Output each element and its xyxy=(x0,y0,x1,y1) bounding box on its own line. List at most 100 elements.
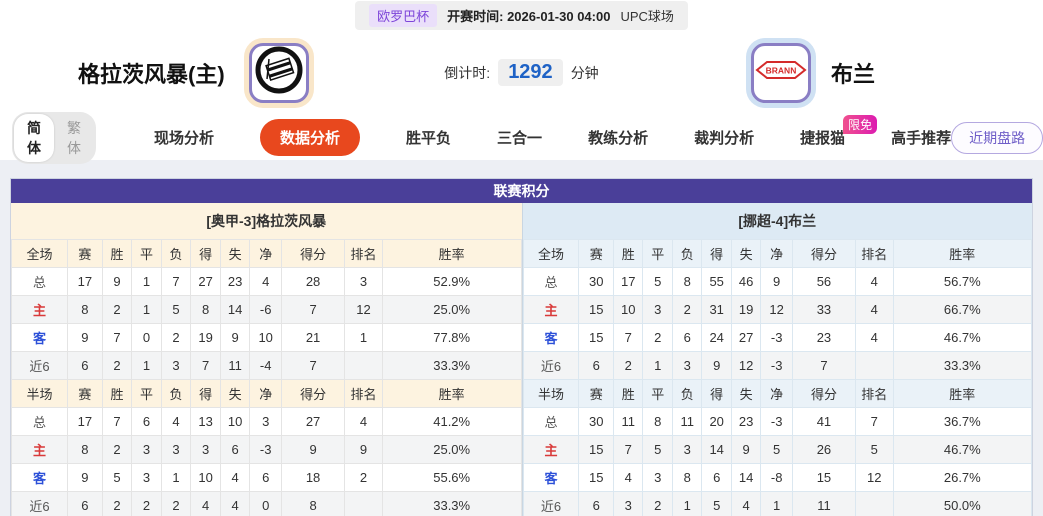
column-header-row: 半场赛胜平负得失净得分 排名 胜率 xyxy=(10,379,522,408)
row-label: 总 xyxy=(10,267,69,296)
venue-name: UPC球场 xyxy=(620,8,674,24)
table-cell: 23 xyxy=(791,323,856,352)
table-cell: 9 xyxy=(67,463,103,492)
table-cell xyxy=(854,491,894,516)
row-label: 总 xyxy=(522,407,580,436)
row-label: 客 xyxy=(522,323,580,352)
table-cell: 8 xyxy=(671,463,703,492)
column-header: 得 xyxy=(190,239,221,268)
table-cell: 12 xyxy=(854,463,894,492)
table-cell: 7 xyxy=(612,435,644,464)
table-title: 联赛积分 xyxy=(11,179,1032,203)
table-cell: 3 xyxy=(642,463,673,492)
table-cell: 1 xyxy=(131,295,162,324)
row-label: 近6 xyxy=(10,351,69,380)
column-header: 胜 xyxy=(101,379,133,408)
table-cell: -3 xyxy=(760,323,793,352)
table-row: 客 15 4 3 8 6 14 -8 15 12 26.7% xyxy=(522,463,1033,492)
table-cell: 26 xyxy=(791,435,856,464)
table-cell: 2 xyxy=(642,323,673,352)
table-row: 主 15 10 3 2 31 19 12 33 4 66.7% xyxy=(522,295,1033,324)
tab-expert-picks[interactable]: 高手推荐 xyxy=(891,130,952,147)
table-cell: 33.3% xyxy=(381,351,522,380)
table-cell: 50.0% xyxy=(892,491,1033,516)
table-cell: 19 xyxy=(730,295,762,324)
table-cell: 36.7% xyxy=(892,407,1033,436)
table-row: 客 9 7 0 2 19 9 10 21 1 77.8% xyxy=(10,323,522,352)
table-cell: 18 xyxy=(280,463,346,492)
column-header: 胜率 xyxy=(892,239,1033,268)
table-cell: 7 xyxy=(280,295,346,324)
table-cell: 14 xyxy=(701,435,732,464)
table-cell: 8 xyxy=(642,407,673,436)
tab-jiebao-cat[interactable]: 捷报猫 限免 xyxy=(800,115,878,148)
table-cell: 1 xyxy=(131,351,162,380)
column-header: 半场 xyxy=(10,379,69,408)
tab-bar: 简体 繁体 现场分析 数据分析 胜平负 三合一 教练分析 裁判分析 捷报猫 限免… xyxy=(0,111,1043,164)
table-cell: 2 xyxy=(344,463,383,492)
match-header: 格拉茨风暴(主) 倒计时: 1292 分钟 xyxy=(0,30,1043,115)
table-cell: 41.2% xyxy=(381,407,522,436)
table-cell: 2 xyxy=(101,295,133,324)
table-cell: 10 xyxy=(190,463,221,492)
lang-simplified-button[interactable]: 简体 xyxy=(14,113,54,162)
table-cell: 30 xyxy=(578,407,614,436)
tab-three-in-one[interactable]: 三合一 xyxy=(497,130,543,147)
column-header: 赛 xyxy=(67,379,103,408)
table-cell: 9 xyxy=(760,267,793,296)
tab-referee-analysis[interactable]: 裁判分析 xyxy=(694,130,755,147)
tab-live-analysis[interactable]: 现场分析 xyxy=(154,130,215,147)
column-header: 平 xyxy=(131,239,162,268)
column-header: 失 xyxy=(730,379,762,408)
table-cell: 2 xyxy=(101,435,133,464)
table-cell xyxy=(344,351,383,380)
column-header: 排名 xyxy=(344,239,383,268)
column-header: 胜率 xyxy=(892,379,1033,408)
row-label: 近6 xyxy=(522,491,580,516)
table-cell: 4 xyxy=(190,491,221,516)
table-row: 主 8 2 3 3 3 6 -3 9 9 25.0% xyxy=(10,435,522,464)
column-header: 净 xyxy=(760,239,793,268)
tab-coach-analysis[interactable]: 教练分析 xyxy=(588,130,649,147)
table-row: 总 30 11 8 11 20 23 -3 41 7 36.7% xyxy=(522,407,1033,436)
table-cell: 23 xyxy=(219,267,251,296)
table-cell: 11 xyxy=(671,407,703,436)
column-header: 赛 xyxy=(67,239,103,268)
table-cell: 4 xyxy=(344,407,383,436)
column-header: 得分 xyxy=(791,239,856,268)
table-cell: 27 xyxy=(730,323,762,352)
recent-handicap-button[interactable]: 近期盘路 xyxy=(951,121,1043,154)
row-label: 近6 xyxy=(522,351,580,380)
table-cell: 11 xyxy=(612,407,644,436)
row-label: 主 xyxy=(522,295,580,324)
table-cell xyxy=(344,491,383,516)
table-cell: 14 xyxy=(730,463,762,492)
table-cell: 11 xyxy=(219,351,251,380)
tab-win-draw-lose[interactable]: 胜平负 xyxy=(406,130,452,147)
table-cell: 2 xyxy=(160,323,192,352)
kickoff-label: 开赛时间: xyxy=(447,8,504,24)
table-cell: 8 xyxy=(280,491,346,516)
table-cell: 7 xyxy=(101,407,133,436)
table-cell: 8 xyxy=(67,435,103,464)
column-header: 净 xyxy=(249,239,282,268)
table-cell: 15 xyxy=(791,463,856,492)
row-label: 近6 xyxy=(10,491,69,516)
column-header: 失 xyxy=(219,379,251,408)
table-cell: 15 xyxy=(578,463,614,492)
table-cell: 5 xyxy=(760,435,793,464)
table-cell: 3 xyxy=(671,435,703,464)
column-header: 赛 xyxy=(578,379,614,408)
tab-data-analysis[interactable]: 数据分析 xyxy=(260,119,361,156)
table-row: 近6 6 2 1 3 7 11 -4 7 33.3% xyxy=(10,351,522,380)
row-label: 总 xyxy=(10,407,69,436)
row-label: 主 xyxy=(10,295,69,324)
lang-traditional-button[interactable]: 繁体 xyxy=(67,119,81,156)
content-area: 联赛积分 [奥甲-3]格拉茨风暴 全场赛胜平负得失净得分 排名 胜率总 17 9 1 7 27… xyxy=(0,160,1043,516)
table-cell: 6 xyxy=(219,435,251,464)
table-cell: 7 xyxy=(101,323,133,352)
table-cell: 11 xyxy=(791,491,856,516)
table-cell: 7 xyxy=(280,351,346,380)
table-cell: -4 xyxy=(249,351,282,380)
table-cell: 3 xyxy=(131,463,162,492)
